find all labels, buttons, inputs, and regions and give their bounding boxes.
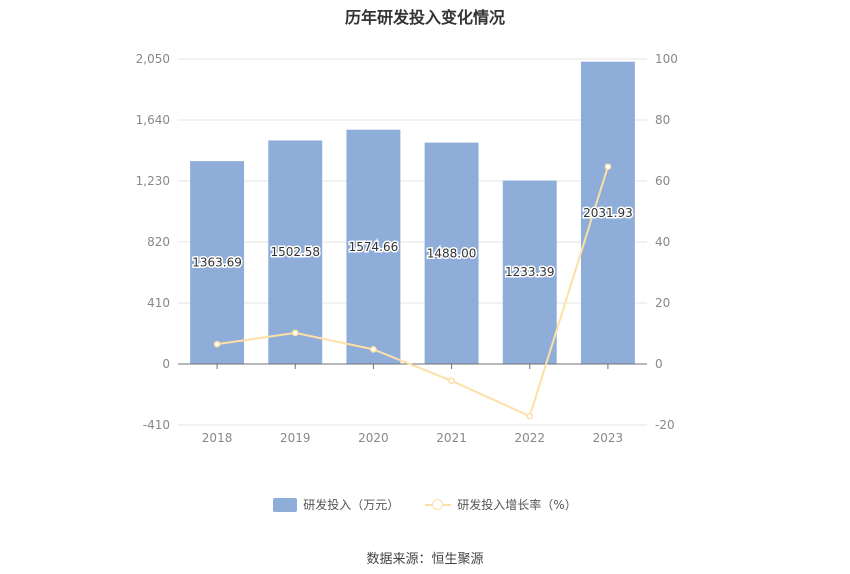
y-right-tick-label: -20 bbox=[655, 418, 675, 432]
legend: 研发投入（万元） 研发投入增长率（%） bbox=[0, 496, 850, 513]
growth-rate-point bbox=[448, 377, 455, 385]
y-left-tick-label: 1,640 bbox=[136, 113, 170, 127]
growth-rate-point bbox=[370, 346, 377, 353]
bar bbox=[190, 161, 245, 364]
legend-label-growth-rate: 研发投入增长率（%） bbox=[457, 498, 577, 512]
legend-item-growth-rate[interactable]: 研发投入增长率（%） bbox=[425, 496, 577, 513]
y-left-tick-label: 820 bbox=[147, 235, 170, 249]
bar-value-label: 1502.58 bbox=[270, 245, 320, 259]
y-right-tick-label: 40 bbox=[655, 235, 670, 249]
growth-rate-point bbox=[604, 163, 612, 171]
legend-bar-swatch bbox=[273, 497, 298, 512]
growth-rate-point bbox=[213, 340, 221, 348]
legend-label-rd-investment: 研发投入（万元） bbox=[303, 498, 400, 512]
bar-value-label: 1574.66 bbox=[349, 240, 399, 254]
x-tick-label: 2022 bbox=[514, 431, 545, 445]
x-tick-label: 2021 bbox=[436, 431, 467, 445]
data-source: 数据来源：恒生聚源 bbox=[366, 552, 484, 567]
y-right-tick-label: 0 bbox=[655, 357, 663, 371]
bar bbox=[580, 61, 635, 364]
y-left-tick-label: 1,230 bbox=[136, 174, 170, 188]
y-left-tick-label: 410 bbox=[147, 296, 170, 310]
y-left-tick-label: -410 bbox=[143, 418, 170, 432]
bar-value-label: 1363.69 bbox=[192, 256, 242, 270]
y-left-tick-label: 2,050 bbox=[136, 52, 170, 66]
bar bbox=[424, 142, 479, 364]
growth-rate-point bbox=[291, 329, 299, 337]
y-right-tick-label: 80 bbox=[655, 113, 670, 127]
chart-title: 历年研发投入变化情况 bbox=[344, 8, 505, 27]
bar bbox=[268, 140, 323, 364]
y-right-tick-label: 60 bbox=[655, 174, 670, 188]
x-tick-label: 2023 bbox=[593, 431, 624, 445]
y-right-tick-label: 100 bbox=[655, 52, 678, 66]
x-tick-label: 2019 bbox=[280, 431, 311, 445]
growth-rate-line bbox=[216, 166, 609, 418]
y-left-tick-label: 0 bbox=[162, 357, 170, 371]
x-tick-label: 2020 bbox=[358, 431, 389, 445]
bar bbox=[346, 129, 401, 364]
bar-value-label: 1488.00 bbox=[427, 246, 477, 260]
legend-item-rd-investment[interactable]: 研发投入（万元） bbox=[273, 496, 399, 513]
bar-value-label: 1233.39 bbox=[505, 265, 555, 279]
x-tick-label: 2018 bbox=[202, 431, 233, 445]
legend-line-swatch bbox=[425, 498, 452, 512]
y-right-tick-label: 20 bbox=[655, 296, 670, 310]
growth-rate-point bbox=[526, 412, 534, 420]
bar bbox=[502, 180, 557, 364]
bar-value-label: 2031.93 bbox=[583, 206, 633, 220]
